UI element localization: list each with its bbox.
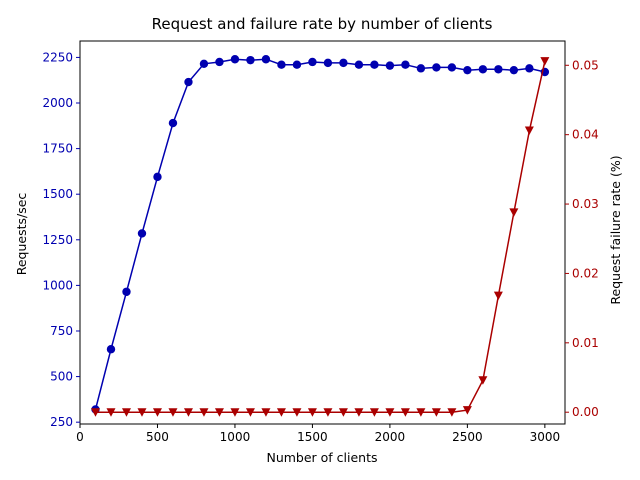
x-tick-label: 2500 — [452, 430, 483, 444]
failure-rate-point — [276, 408, 286, 417]
failure-rate-point — [447, 408, 457, 417]
failure-rate-point — [168, 408, 178, 417]
x-tick-label: 3000 — [530, 430, 561, 444]
chart-title: Request and failure rate by number of cl… — [152, 15, 493, 33]
y-left-tick-label: 750 — [50, 324, 73, 338]
plot-frame — [79, 40, 566, 425]
failure-rate-point — [369, 408, 379, 417]
y-axis-left-label: Requests/sec — [14, 193, 29, 276]
requests-point — [215, 57, 224, 67]
y-left-tick-label: 1000 — [42, 278, 73, 292]
failure-rate-point — [431, 408, 441, 417]
requests-point — [106, 345, 116, 354]
failure-rate-point — [152, 408, 162, 417]
failure-rate-point — [292, 408, 302, 417]
y-left-tick-label: 2000 — [42, 96, 73, 110]
failure-rate-point — [323, 408, 333, 417]
y-right-tick-label: 0.04 — [572, 128, 599, 142]
requests-point — [292, 60, 302, 69]
y-left-tick-label: 250 — [50, 415, 73, 429]
failure-rate-point — [307, 408, 317, 417]
requests-point — [122, 287, 131, 296]
requests-point — [370, 60, 379, 69]
requests-point — [323, 58, 333, 68]
requests-point — [509, 65, 519, 75]
failure-rate-point — [214, 408, 224, 417]
failure-rate-point — [540, 57, 550, 66]
requests-point — [401, 60, 410, 69]
failure-rate-point — [121, 408, 131, 417]
failure-rate-point — [524, 126, 534, 136]
requests-point — [277, 60, 286, 69]
failure-rate-point — [478, 376, 488, 385]
requests-point — [137, 229, 147, 238]
plot-area: 0 500 1000 1500 2000 2500 3000 250 500 750 1000 125… — [42, 40, 599, 444]
failure-rate-point — [385, 408, 395, 417]
failure-rate-point — [416, 408, 426, 417]
y-right-tick-label: 0.05 — [572, 58, 599, 72]
requests-point — [385, 61, 395, 70]
y-left-tick-label: 2250 — [42, 50, 73, 64]
failure-rate-point — [509, 208, 519, 217]
failure-rate-point — [261, 408, 271, 417]
failure-rate-point — [106, 408, 116, 417]
y-axis-right-label: Request failure rate (%) — [608, 155, 623, 304]
y-right-tick-label: 0.00 — [572, 405, 599, 419]
requests-point — [261, 55, 271, 64]
x-tick-label: 1500 — [297, 430, 328, 444]
requests-point — [463, 65, 472, 75]
y-right-tick-label: 0.02 — [572, 266, 599, 280]
failure-rate-point — [90, 408, 100, 417]
requests-point — [153, 172, 162, 182]
requests-point — [525, 64, 534, 73]
failure-rate-line — [95, 60, 546, 413]
requests-point — [432, 63, 441, 72]
failure-rate-point — [137, 408, 147, 417]
x-tick-label: 2000 — [375, 430, 406, 444]
requests-point — [447, 63, 457, 72]
failure-rate-point — [354, 408, 364, 417]
requests-point — [246, 55, 255, 65]
requests-point — [478, 65, 488, 74]
y-left-tick-label: 1500 — [42, 187, 73, 201]
y-left-tick-label: 500 — [50, 370, 73, 384]
requests-point — [199, 59, 209, 68]
x-tick-label: 0 — [76, 430, 84, 444]
failure-rate-point — [199, 408, 209, 417]
y-right-tick-label: 0.03 — [572, 197, 599, 211]
requests-point — [184, 77, 193, 87]
y-left-tick-label: 1250 — [42, 233, 73, 247]
requests-point — [354, 60, 364, 69]
y-left-tick-label: 1750 — [42, 142, 73, 156]
y-right-tick-label: 0.01 — [572, 336, 599, 350]
failure-rate-point — [230, 408, 240, 417]
requests-point — [416, 64, 426, 73]
x-axis-label: Number of clients — [266, 450, 377, 465]
requests-point — [494, 65, 503, 74]
x-tick-label: 500 — [146, 430, 169, 444]
failure-rate-point — [183, 408, 193, 417]
failure-rate-point — [245, 408, 255, 417]
failure-rate-point — [338, 408, 348, 417]
failure-rate-point — [462, 406, 472, 415]
failure-rate-point — [400, 408, 410, 417]
x-tick-label: 1000 — [220, 430, 251, 444]
failure-rate-point — [493, 291, 503, 301]
requests-point — [168, 118, 178, 128]
requests-point — [308, 57, 317, 67]
requests-line — [94, 58, 546, 410]
requests-point — [339, 58, 348, 68]
requests-point — [230, 55, 240, 64]
